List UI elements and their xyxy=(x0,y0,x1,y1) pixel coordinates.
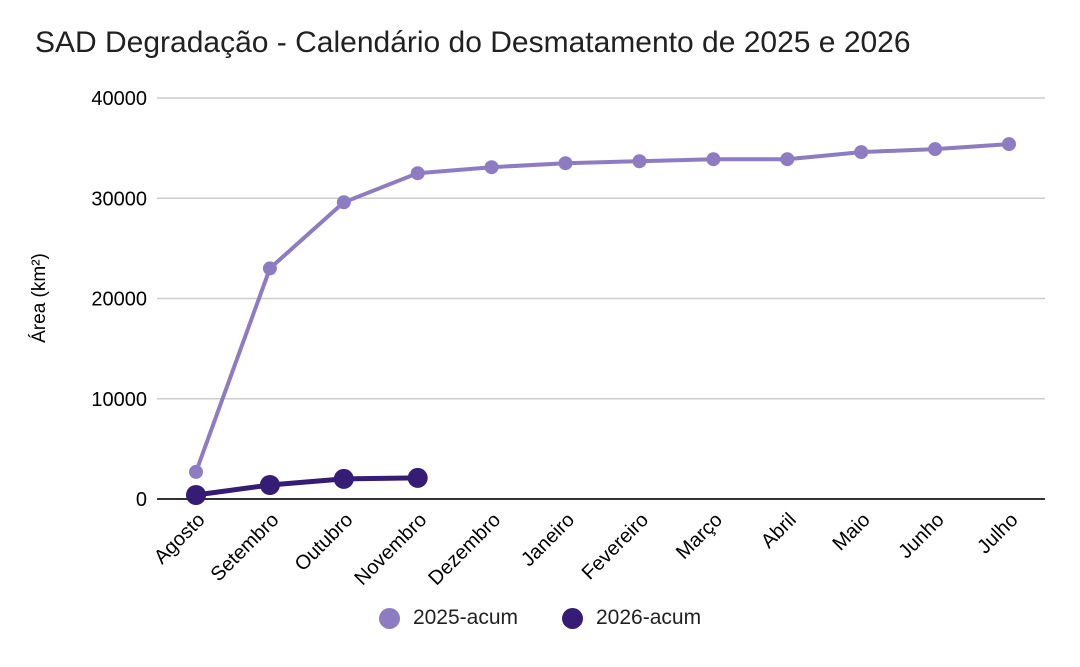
legend-dot-2026-acum xyxy=(562,607,583,629)
y-tick-label: 30000 xyxy=(91,188,147,210)
data-point-2025-acum xyxy=(336,195,351,210)
x-tick-label: Abril xyxy=(757,509,801,553)
data-point-2026-acum xyxy=(259,475,280,495)
y-tick-label: 20000 xyxy=(91,289,147,311)
y-tick-label: 0 xyxy=(136,489,147,511)
chart-title: SAD Degradação - Calendário do Desmatame… xyxy=(35,26,911,59)
data-point-2025-acum xyxy=(706,152,721,167)
x-tick-label: Maio xyxy=(829,509,875,555)
y-tick-label: 40000 xyxy=(91,88,147,110)
x-tick-label: Novembro xyxy=(350,509,431,590)
data-point-2026-acum xyxy=(333,468,354,489)
data-point-2025-acum xyxy=(262,261,277,276)
data-point-2025-acum xyxy=(1002,137,1016,152)
data-point-2025-acum xyxy=(928,142,943,157)
x-tick-label: Julho xyxy=(973,509,1022,558)
data-point-2026-acum xyxy=(407,467,428,488)
x-tick-label: Agosto xyxy=(150,509,210,569)
legend-dot-2025-acum xyxy=(378,607,400,629)
legend-item-2026-acum: 2026-acum xyxy=(562,606,701,630)
series-line-2026-acum xyxy=(195,475,418,498)
legend-label-2026-acum: 2026-acum xyxy=(596,606,702,629)
legend-item-2025-acum: 2025-acum xyxy=(378,606,518,630)
x-tick-label: Setembro xyxy=(207,509,284,586)
series-line-2025-acum xyxy=(194,142,1010,473)
data-point-2026-acum xyxy=(186,485,206,505)
data-point-2025-acum xyxy=(484,160,499,175)
data-point-2025-acum xyxy=(854,145,869,160)
x-tick-label: Dezembro xyxy=(424,509,505,590)
x-tick-label: Fevereiro xyxy=(578,509,653,584)
x-tick-label: Março xyxy=(672,509,727,564)
data-point-2025-acum xyxy=(632,154,647,169)
data-point-2025-acum xyxy=(558,156,573,171)
data-point-2025-acum xyxy=(189,464,203,479)
x-tick-label: Junho xyxy=(895,509,949,563)
y-tick-label: 10000 xyxy=(91,389,147,411)
data-point-2025-acum xyxy=(410,166,425,181)
x-tick-label: Janeiro xyxy=(517,509,579,571)
legend-label-2025-acum: 2025-acum xyxy=(412,606,518,629)
data-point-2025-acum xyxy=(780,152,795,167)
x-tick-label: Outubro xyxy=(291,509,358,576)
legend: 2025-acum 2026-acum xyxy=(0,606,1080,630)
